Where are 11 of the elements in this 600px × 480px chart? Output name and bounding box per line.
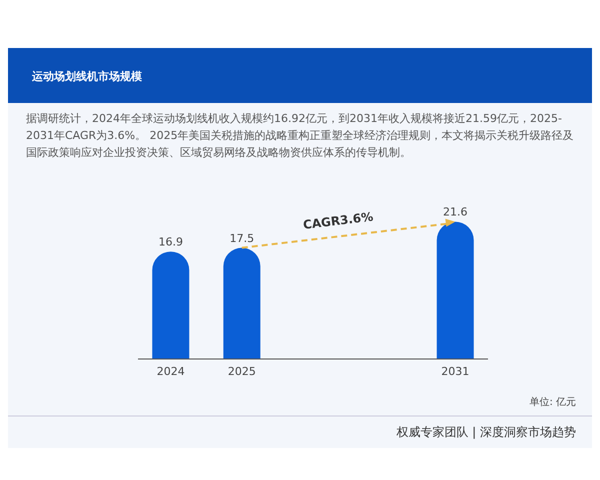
chart-subtitle: 据调研统计，2024年全球运动场划线机收入规模约16.92亿元，到2031年收入规模将接近21.59亿元，2025-2031年CAGR为3.6%。 2025年美国关税措施的战略重构正重塑全球经济治理规则，本文将揭示关税升级路径及国际政策响应对企业投资决策、区域贸易网络及战略物资供应体系的传导机制。 [26,111,575,161]
x-tick-label: 2025 [228,365,256,378]
text: 单位: 亿元 [529,396,576,408]
x-tick-label: 2024 [156,365,185,378]
data-label: 21.6 [443,206,468,219]
x-tick-label: 2031 [441,365,470,378]
annotation: CAGR3.6% [302,210,374,232]
chart-title: 运动场划线机市场规模 [31,70,143,83]
data-label: 17.5 [230,232,254,245]
text: 权威专家团队 | 深度洞察市场趋势 [395,425,576,439]
data-label: 16.9 [158,236,183,249]
